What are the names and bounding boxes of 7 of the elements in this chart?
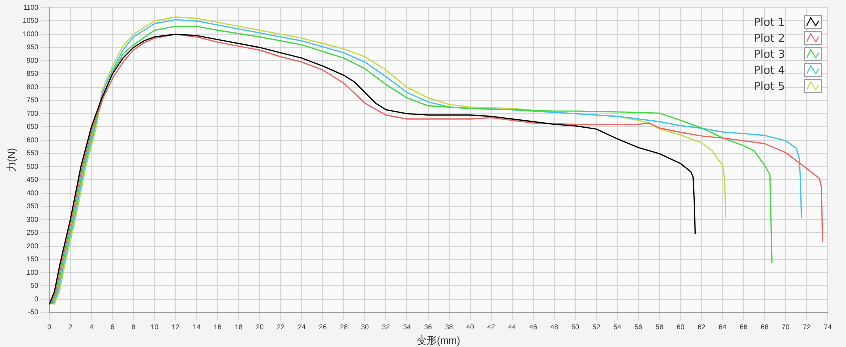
x-axis-title: 变形(mm) (417, 334, 460, 347)
legend-label: Plot 2 (754, 32, 786, 44)
legend-label: Plot 3 (754, 48, 786, 60)
legend-label: Plot 4 (754, 64, 786, 76)
y-axis-title: 力(N) (6, 148, 18, 172)
legend-label: Plot 5 (754, 80, 786, 92)
legend-label: Plot 1 (754, 16, 786, 28)
